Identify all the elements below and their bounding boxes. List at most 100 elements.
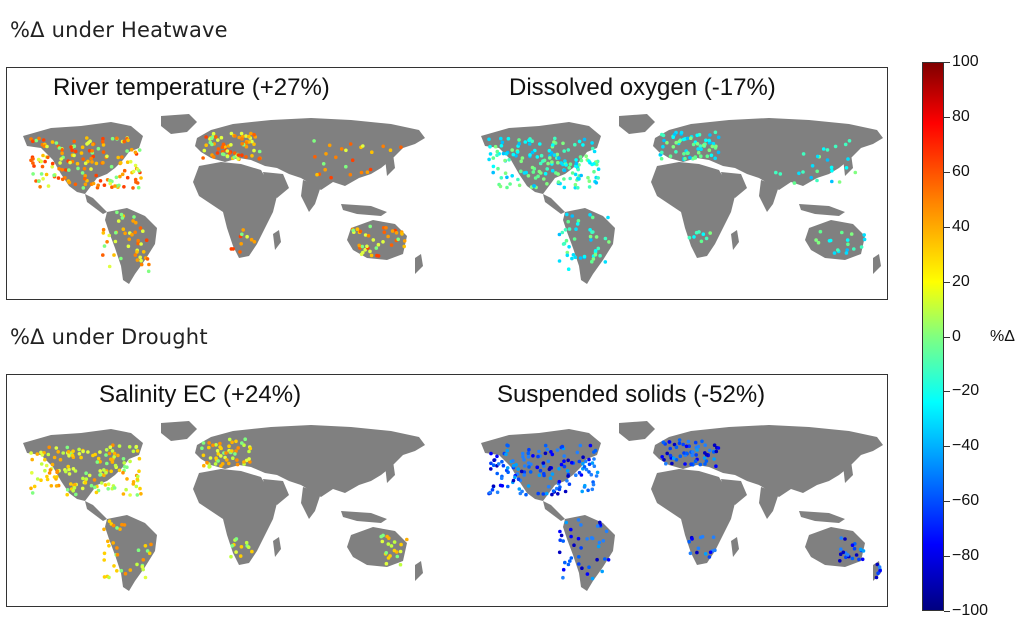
station-dot [119,256,123,261]
station-dot [109,469,113,474]
station-dot [550,168,555,173]
station-dot [105,154,109,159]
station-dot [587,470,591,474]
station-dot [689,462,693,466]
land-shape [799,511,845,523]
station-dot [207,441,211,445]
station-dot [595,162,599,167]
station-dot [683,462,687,466]
station-dot [551,143,555,147]
station-dot [143,544,148,548]
station-dot [682,451,686,455]
station-dot [694,453,698,457]
station-dot [529,462,533,467]
station-dot [43,457,47,462]
station-dot [60,177,65,182]
station-dot [524,492,528,497]
station-dot [542,177,546,181]
station-dot [567,482,572,486]
station-dot [674,458,679,462]
station-dot [874,575,879,580]
station-dot [548,466,552,470]
station-dot [557,467,561,471]
station-dot [829,165,834,170]
station-dot [567,227,572,231]
station-dot [677,438,682,442]
station-dot [591,230,595,234]
station-dot [566,148,571,152]
station-dot [517,487,522,491]
station-dot [792,181,797,185]
station-dot [581,455,585,459]
station-dot [115,546,119,550]
station-dot [696,444,701,449]
station-dot [583,459,588,464]
station-dot [141,229,145,233]
station-dot [104,453,108,457]
station-dot [116,453,120,458]
station-dot [671,456,676,460]
station-dot [348,172,353,177]
station-dot [559,161,563,165]
station-dot [712,443,717,447]
station-dot [96,183,100,188]
station-dot [240,153,244,157]
station-dot [597,540,602,545]
station-dot [589,238,593,242]
station-dot [852,546,857,551]
station-dot [106,539,110,544]
station-dot [601,539,606,543]
land-shape [619,114,655,134]
station-dot [670,461,674,466]
station-dot [708,550,713,555]
station-dot [94,173,98,178]
station-dot [115,569,119,573]
station-dot [86,450,90,454]
station-dot [598,253,602,258]
station-dot [204,135,208,139]
station-dot [511,459,515,463]
station-dot [558,538,562,542]
station-dot [116,155,120,160]
station-dot [493,144,498,149]
station-dot [562,149,566,153]
station-dot [369,253,374,258]
station-dot [592,464,597,468]
station-dot [81,186,86,190]
station-dot [830,169,834,173]
station-dot [527,447,531,452]
station-dot [689,136,693,140]
station-dot [553,136,557,141]
land-shape [721,172,747,198]
station-dot [584,467,589,472]
station-dot [691,142,696,147]
station-dot [101,136,105,141]
station-dot [104,470,108,475]
station-dot [147,551,152,556]
station-dot [72,139,76,144]
station-dot [578,256,583,260]
colorbar-tick [944,391,950,393]
station-dot [220,145,225,149]
station-dot [569,527,573,532]
station-dot [91,142,95,147]
station-dot [716,446,721,450]
station-dot [238,554,243,558]
station-dot [687,235,692,240]
station-dot [665,451,669,456]
station-dot [564,163,568,167]
station-dot [118,174,122,179]
station-dot [537,473,542,477]
station-dot [128,459,132,464]
land-shape [731,230,739,250]
station-dot [526,484,531,488]
station-dot [231,456,235,460]
station-dot [536,454,540,459]
station-dot [123,571,128,576]
station-dot [846,242,850,247]
station-dot [234,537,239,541]
station-dot [115,526,119,530]
station-dot [229,143,233,147]
station-dot [223,145,227,149]
land-shape [301,180,321,212]
